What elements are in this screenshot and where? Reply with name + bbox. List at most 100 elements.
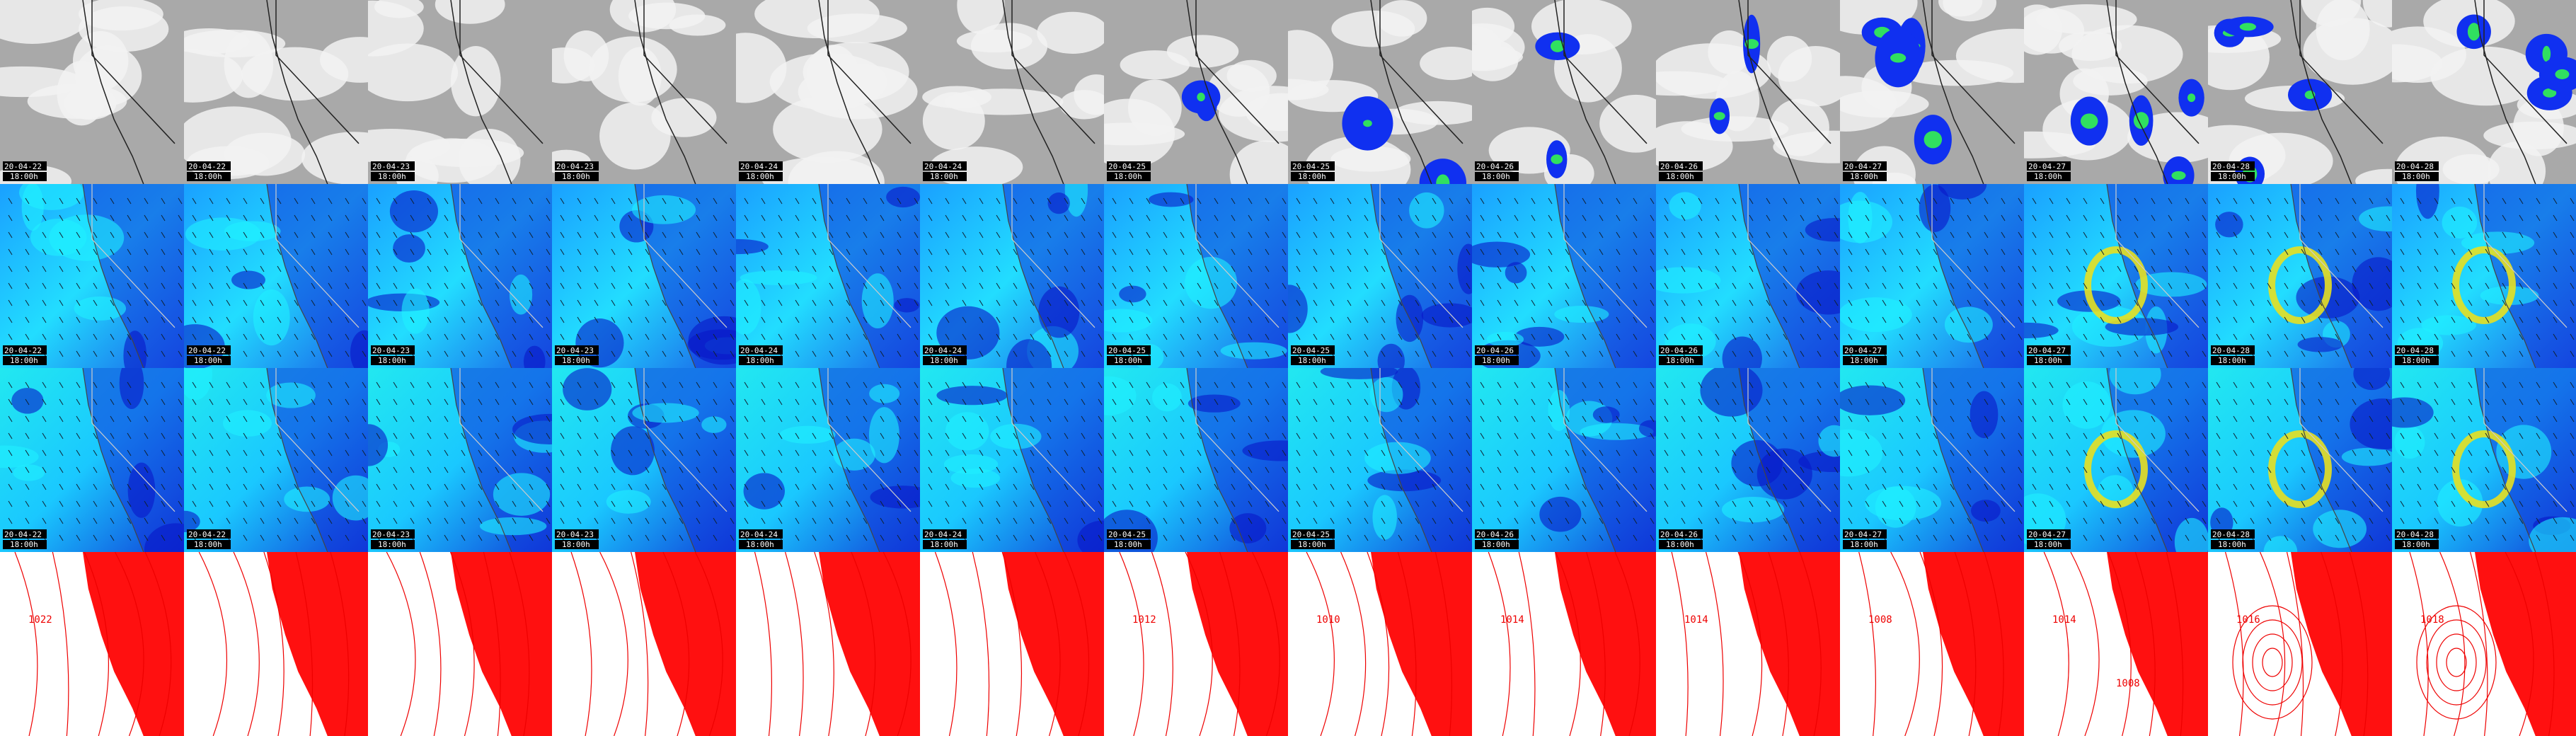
wind-arrow [410, 316, 415, 323]
map-tile: 1018 [2392, 552, 2576, 736]
wind-arrow [713, 398, 718, 406]
cloud [1656, 121, 1733, 172]
wind-arrow [192, 214, 197, 222]
wind-arrow [1783, 197, 1788, 205]
wind-arrow [495, 350, 500, 357]
wind-arrow [192, 197, 197, 205]
wind-arrow [1364, 231, 1369, 238]
time-label: 18:00h [1114, 172, 1142, 181]
wind-arrow [2318, 381, 2323, 389]
wind-arrow [1180, 449, 1185, 456]
wind-arrow [1347, 214, 1352, 222]
wind-arrow [2100, 534, 2105, 541]
wind-arrow [1081, 248, 1086, 255]
wind-arrow [362, 381, 367, 389]
wind-arrow [2434, 231, 2439, 238]
wind-arrow [345, 500, 350, 507]
wind-arrow [1098, 333, 1103, 340]
wind-arrow [696, 333, 701, 340]
contour-label: 1018 [2420, 614, 2444, 626]
wind-patch [1229, 513, 1267, 544]
wind-arrow [1466, 248, 1471, 255]
wind-arrow [1783, 415, 1788, 422]
wind-arrow [645, 415, 650, 422]
isobar-ring [2436, 633, 2477, 691]
wind-arrow [1347, 299, 1352, 306]
wind-arrow [1633, 282, 1638, 289]
wind-arrow [1449, 265, 1454, 272]
wind-arrow [2451, 398, 2456, 406]
wind-arrow [2417, 333, 2422, 340]
date-label: 20-04-22 [188, 530, 226, 539]
wind-arrow [444, 214, 449, 222]
wind-arrow [1548, 466, 1553, 473]
wind-arrow [1749, 197, 1754, 205]
wind-arrow [2233, 398, 2238, 406]
wind-arrow [76, 466, 81, 473]
wind-arrow [2434, 449, 2439, 456]
isobar [754, 552, 773, 736]
wind-arrow [2468, 214, 2473, 222]
wind-arrow [1882, 398, 1887, 406]
wind-arrow [1415, 432, 1420, 439]
wind-arrow [2519, 299, 2524, 306]
wind-arrow [1681, 299, 1686, 306]
wind-arrow [1112, 483, 1117, 490]
wind-arrow [1899, 265, 1904, 272]
wind-arrow [192, 248, 197, 255]
wind-arrow [1081, 231, 1086, 238]
cloud [956, 29, 1033, 53]
tile-content [2208, 368, 2392, 552]
wind-arrow [1616, 197, 1621, 205]
wind-arrow [410, 214, 415, 222]
wind-arrow [2519, 231, 2524, 238]
wind-arrow [1364, 282, 1369, 289]
wind-arrow [1616, 231, 1621, 238]
wind-arrow [1565, 214, 1570, 222]
cloud [320, 37, 368, 83]
isobar [1397, 552, 1417, 736]
wind-arrow [2267, 432, 2272, 439]
wind-arrow [1650, 197, 1655, 205]
wind-arrow [2536, 282, 2541, 289]
wind-arrow [178, 265, 183, 272]
wind-arrow [1698, 466, 1703, 473]
wind-arrow [2168, 534, 2173, 541]
wind-arrow [192, 483, 197, 490]
wind-arrow [730, 381, 735, 389]
wind-arrow [2117, 333, 2122, 340]
wind-arrow [2250, 517, 2255, 524]
isobar [1185, 552, 1213, 736]
wind-arrow [2536, 197, 2541, 205]
wind-arrow [1766, 231, 1771, 238]
wind-arrow [1098, 500, 1103, 507]
wind-arrow [1732, 282, 1737, 289]
wind-arrow [161, 449, 166, 456]
wind-arrow [461, 415, 466, 422]
wind-arrow [696, 214, 701, 222]
wind-arrow [778, 483, 783, 490]
wind-arrow [1834, 299, 1839, 306]
wind-arrow [2066, 214, 2071, 222]
wind-arrow [2400, 316, 2405, 323]
wind-arrow [1265, 350, 1270, 357]
wind-arrow [2570, 500, 2575, 507]
wind-arrow [393, 248, 398, 255]
wind-arrow [2519, 265, 2524, 272]
wind-arrow [2553, 432, 2558, 439]
wind-arrow [2301, 333, 2306, 340]
wind-arrow [577, 333, 582, 340]
wind-arrow [979, 350, 984, 357]
wind-arrow [93, 517, 98, 524]
wind-arrow [2100, 466, 2105, 473]
wind-arrow [1715, 265, 1720, 272]
isobar-ring [2262, 648, 2283, 677]
wind-arrow [1681, 282, 1686, 289]
wind-arrow [1984, 500, 1989, 507]
wind-arrow [2083, 483, 2088, 490]
state-border [1747, 184, 1832, 328]
coastline [1370, 368, 1432, 552]
wind-arrow [662, 466, 667, 473]
